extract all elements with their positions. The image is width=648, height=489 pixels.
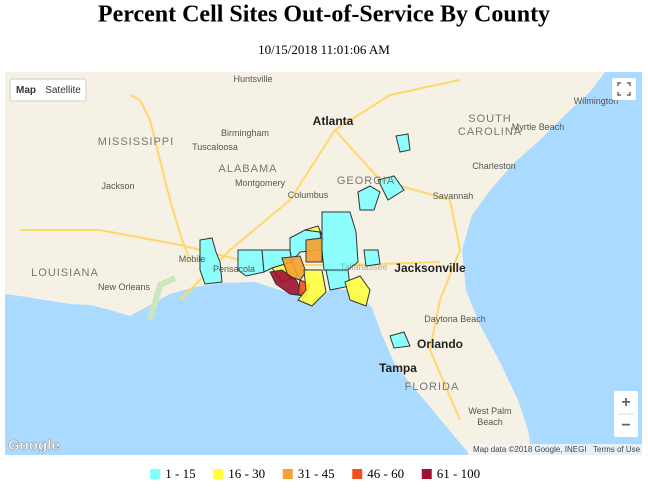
legend-swatch bbox=[421, 469, 432, 479]
legend-label: 1 - 15 bbox=[165, 466, 195, 481]
city-label: Jacksonville bbox=[394, 261, 466, 275]
fullscreen-button[interactable] bbox=[612, 78, 636, 100]
city-label: Tallahassee bbox=[340, 262, 388, 272]
legend-label: 16 - 30 bbox=[228, 466, 265, 481]
legend-label: 46 - 60 bbox=[367, 466, 404, 481]
land bbox=[5, 72, 605, 455]
legend-swatch bbox=[282, 469, 293, 479]
road bbox=[179, 79, 461, 301]
city-label: Pensacola bbox=[213, 264, 255, 274]
map-labels: Huntsville Atlanta Birmingham MISSISSIPP… bbox=[31, 74, 618, 427]
timestamp: 10/15/2018 11:01:06 AM bbox=[258, 42, 390, 57]
county[interactable] bbox=[297, 269, 327, 307]
legend-swatch bbox=[213, 469, 224, 479]
state-label: LOUISIANA bbox=[31, 267, 99, 279]
city-label: Mobile bbox=[179, 254, 206, 264]
city-label: New Orleans bbox=[98, 282, 151, 292]
map-type-control: Map Satellite bbox=[9, 78, 87, 102]
county[interactable] bbox=[363, 249, 381, 267]
city-label: Tuscaloosa bbox=[192, 142, 238, 152]
city-label: Charleston bbox=[472, 161, 516, 171]
city-label: Tampa bbox=[379, 361, 417, 375]
county[interactable] bbox=[199, 237, 223, 285]
city-label: Huntsville bbox=[233, 74, 272, 84]
state-label: ALABAMA bbox=[219, 163, 278, 175]
terms-link[interactable]: Terms of Use bbox=[593, 445, 641, 454]
city-label: Daytona Beach bbox=[424, 314, 486, 324]
county[interactable] bbox=[237, 249, 265, 277]
satellite-button[interactable]: Satellite bbox=[45, 85, 81, 96]
zoom-control: + − bbox=[614, 391, 638, 437]
county[interactable] bbox=[395, 133, 411, 153]
map-button[interactable]: Map bbox=[16, 85, 36, 96]
fullscreen-icon bbox=[617, 82, 631, 96]
delta bbox=[147, 275, 177, 321]
city-label: Orlando bbox=[417, 337, 463, 351]
state-label: FLORIDA bbox=[405, 381, 460, 393]
control-box bbox=[9, 78, 87, 102]
road bbox=[129, 94, 191, 261]
county[interactable] bbox=[321, 211, 359, 273]
county[interactable] bbox=[389, 331, 411, 349]
road bbox=[20, 229, 441, 266]
city-label: Birmingham bbox=[221, 128, 269, 138]
city-label: Atlanta bbox=[313, 114, 354, 128]
google-logo[interactable]: Google bbox=[8, 437, 60, 455]
legend-label: 31 - 45 bbox=[298, 466, 335, 481]
city-label: Savannah bbox=[433, 191, 474, 201]
county[interactable] bbox=[357, 185, 381, 211]
county[interactable] bbox=[305, 237, 323, 263]
legend-swatch bbox=[352, 469, 363, 479]
city-label: Beach bbox=[477, 417, 503, 427]
city-label: Wilmington bbox=[574, 96, 619, 106]
legend-swatch bbox=[150, 469, 161, 479]
counties bbox=[199, 133, 411, 349]
attribution: Map data ©2018 Google, INEGI bbox=[473, 445, 587, 454]
city-label: Myrtle Beach bbox=[512, 122, 565, 132]
city-label: West Palm bbox=[468, 406, 511, 416]
state-label: GEORGIA bbox=[337, 175, 395, 187]
state-label: CAROLINA bbox=[458, 126, 522, 138]
title: Percent Cell Sites Out-of-Service By Cou… bbox=[98, 2, 550, 28]
fullscreen-control[interactable] bbox=[612, 78, 636, 100]
county[interactable] bbox=[377, 175, 405, 201]
city-label: Columbus bbox=[288, 190, 329, 200]
attribution-bar bbox=[468, 444, 642, 455]
city-label: Montgomery bbox=[235, 178, 286, 188]
city-label: Jackson bbox=[101, 181, 134, 191]
state-label: MISSISSIPPI bbox=[98, 136, 174, 148]
legend: 1 - 15 16 - 30 31 - 45 46 - 60 61 - 100 bbox=[150, 466, 480, 481]
state-label: SOUTH bbox=[468, 113, 512, 125]
zoom-in[interactable]: + bbox=[621, 394, 630, 411]
legend-label: 61 - 100 bbox=[437, 466, 480, 481]
zoom-out[interactable]: − bbox=[621, 417, 630, 434]
county[interactable] bbox=[344, 275, 371, 307]
map[interactable]: Huntsville Atlanta Birmingham MISSISSIPP… bbox=[5, 72, 642, 455]
